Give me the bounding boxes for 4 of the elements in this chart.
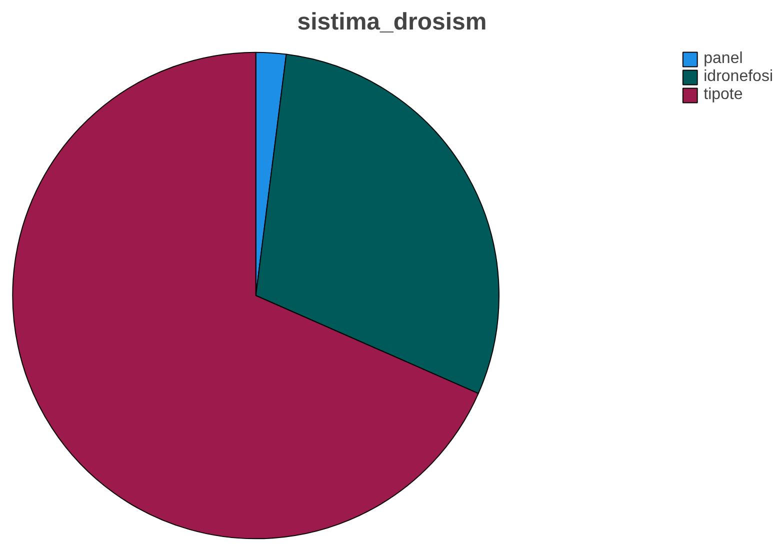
legend-label: panel <box>704 50 743 68</box>
legend-label: tipote <box>704 86 743 104</box>
chart-title: sistima_drosism <box>297 8 487 36</box>
legend-label: idronefosi <box>704 68 773 86</box>
